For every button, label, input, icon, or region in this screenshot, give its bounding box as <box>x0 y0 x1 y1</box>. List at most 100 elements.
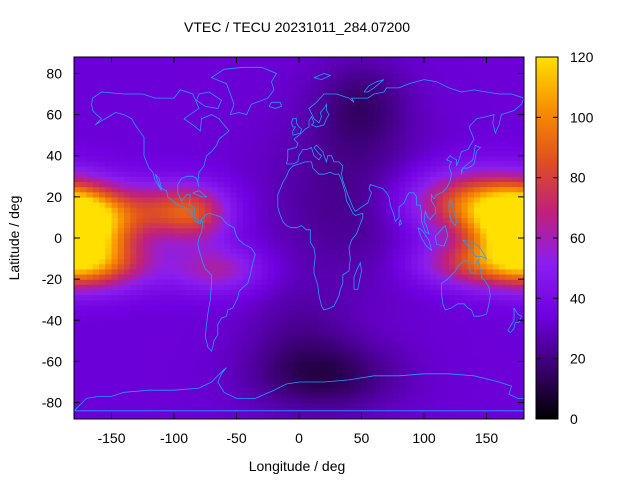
heatmap-cell <box>361 366 369 373</box>
heatmap-cell <box>480 150 488 157</box>
heatmap-cell <box>386 109 394 116</box>
heatmap-cell <box>380 145 388 152</box>
heatmap-cell <box>492 284 500 291</box>
heatmap-cell <box>361 166 369 172</box>
heatmap-cell <box>299 94 306 100</box>
heatmap-cell <box>74 150 81 157</box>
heatmap-cell <box>242 309 250 316</box>
heatmap-cell <box>249 217 256 224</box>
heatmap-cell <box>436 145 444 152</box>
heatmap-cell <box>392 376 400 383</box>
heatmap-cell <box>292 78 300 85</box>
heatmap-cell <box>242 320 250 327</box>
heatmap-cell <box>205 381 213 388</box>
heatmap-cell <box>180 140 188 147</box>
heatmap-cell <box>399 412 406 419</box>
heatmap-cell <box>242 176 250 183</box>
heatmap-cell <box>155 119 163 126</box>
heatmap-cell <box>249 150 256 157</box>
heatmap-cell <box>274 320 281 327</box>
heatmap-cell <box>217 145 225 152</box>
heatmap-cell <box>430 279 438 285</box>
heatmap-cell <box>399 222 406 229</box>
heatmap-cell <box>242 351 250 357</box>
heatmap-cell <box>174 238 181 244</box>
heatmap-cell <box>461 279 469 285</box>
heatmap-cell <box>124 263 131 270</box>
heatmap-cell <box>80 238 88 244</box>
heatmap-cell <box>367 73 375 80</box>
heatmap-cell <box>380 232 388 239</box>
heatmap-cell <box>311 351 319 357</box>
heatmap-cell <box>149 222 156 229</box>
heatmap-cell <box>386 57 394 59</box>
heatmap-cell <box>417 345 425 352</box>
heatmap-cell <box>230 114 238 121</box>
heatmap-cell <box>211 315 219 321</box>
heatmap-cell <box>442 124 450 131</box>
heatmap-cell <box>74 171 81 177</box>
heatmap-cell <box>211 279 219 285</box>
heatmap-cell <box>436 140 444 147</box>
heatmap-cell <box>355 412 363 419</box>
heatmap-cell <box>305 309 313 316</box>
heatmap-cell <box>267 124 275 131</box>
heatmap-cell <box>211 191 219 198</box>
heatmap-cell <box>374 335 381 342</box>
heatmap-cell <box>186 212 194 219</box>
heatmap-cell <box>449 63 456 69</box>
heatmap-cell <box>424 166 431 172</box>
heatmap-cell <box>442 155 450 162</box>
heatmap-cell <box>199 160 206 167</box>
heatmap-cell <box>411 207 419 213</box>
heatmap-cell <box>317 104 325 111</box>
heatmap-cell <box>386 119 394 126</box>
heatmap-cell <box>467 253 475 260</box>
heatmap-cell <box>499 263 506 270</box>
heatmap-cell <box>224 284 231 291</box>
heatmap-cell <box>330 387 338 393</box>
heatmap-cell <box>211 73 219 80</box>
heatmap-cell <box>230 335 238 342</box>
heatmap-cell <box>467 109 475 116</box>
heatmap-cell <box>105 279 113 285</box>
heatmap-cell <box>455 114 463 121</box>
heatmap-cell <box>442 376 450 383</box>
heatmap-cell <box>111 227 119 234</box>
heatmap-cell <box>336 361 344 368</box>
heatmap-cell <box>205 191 213 198</box>
heatmap-cell <box>105 356 113 363</box>
heatmap-cell <box>217 243 225 249</box>
heatmap-cell <box>255 356 263 363</box>
heatmap-cell <box>105 217 113 224</box>
heatmap-cell <box>117 88 125 95</box>
heatmap-cell <box>324 402 331 409</box>
heatmap-cell <box>174 376 181 383</box>
heatmap-cell <box>499 351 506 357</box>
heatmap-cell <box>461 171 469 177</box>
heatmap-cell <box>161 356 169 363</box>
heatmap-cell <box>317 263 325 270</box>
heatmap-cell <box>330 114 338 121</box>
heatmap-cell <box>155 366 163 373</box>
heatmap-cell <box>292 345 300 352</box>
heatmap-cell <box>199 304 206 311</box>
heatmap-cell <box>111 119 119 126</box>
heatmap-cell <box>442 335 450 342</box>
heatmap-cell <box>136 376 144 383</box>
heatmap-cell <box>411 320 419 327</box>
heatmap-cell <box>92 78 100 85</box>
heatmap-cell <box>261 309 269 316</box>
heatmap-cell <box>430 94 438 100</box>
heatmap-cell <box>286 366 294 373</box>
heatmap-cell <box>336 402 344 409</box>
heatmap-cell <box>505 273 513 280</box>
heatmap-cell <box>192 114 200 121</box>
heatmap-cell <box>299 114 306 121</box>
heatmap-cell <box>136 315 144 321</box>
heatmap-cell <box>136 196 144 203</box>
heatmap-cell <box>474 361 481 368</box>
heatmap-cell <box>167 130 175 136</box>
heatmap-cell <box>111 78 119 85</box>
